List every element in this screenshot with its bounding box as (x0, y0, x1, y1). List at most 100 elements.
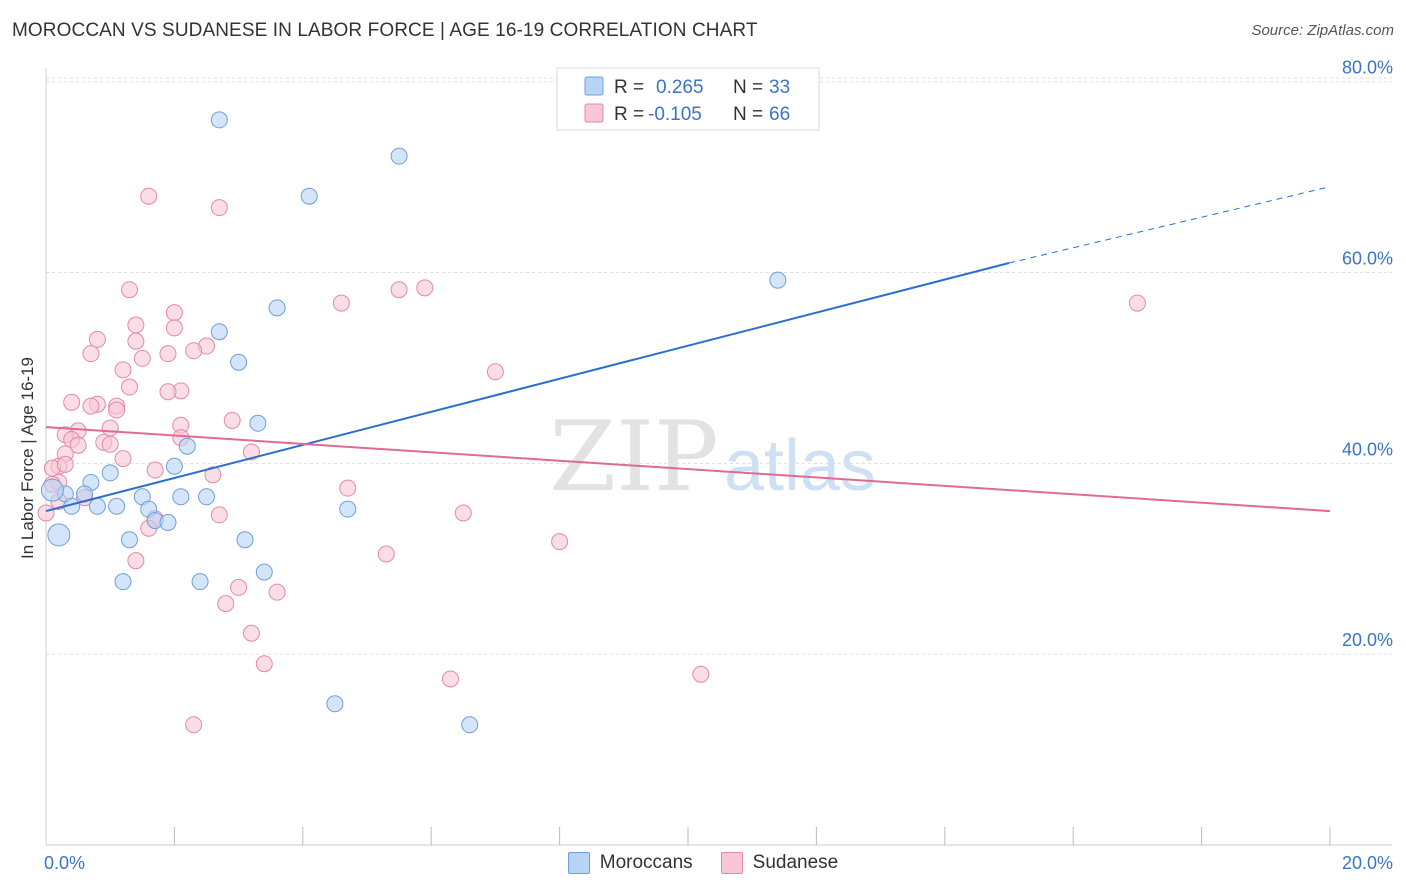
sudanese-point (255, 655, 273, 673)
legend-item-sudanese: Sudanese (720, 852, 839, 874)
trend-lines (45, 186, 1331, 513)
y-tick-label: 20.0% (1342, 630, 1393, 650)
sudanese-point (204, 466, 222, 484)
sudanese-point (441, 670, 459, 688)
sudanese-point (165, 304, 183, 322)
sudanese-point (223, 411, 241, 429)
sudanese-point (242, 443, 260, 461)
sudanese-point (101, 435, 119, 453)
legend-bottom-swatch-moroccans (567, 852, 590, 874)
sudanese-point (120, 378, 138, 396)
moroccans-point (326, 695, 344, 713)
legend-r-value-2: -0.105 (648, 104, 702, 125)
y-tick-label: 60.0% (1342, 249, 1393, 269)
watermark-atlas: atlas (724, 426, 876, 506)
moroccans-point (255, 563, 273, 581)
grid-lines (46, 77, 1392, 655)
moroccans-point (40, 478, 64, 502)
sudanese-point (127, 552, 145, 570)
moroccans-trend-projection (1008, 186, 1331, 264)
sudanese-point (82, 397, 100, 415)
sudanese-point (114, 361, 132, 379)
axes (45, 68, 1392, 846)
moroccans-point (198, 488, 215, 506)
moroccans-point (47, 523, 71, 547)
moroccans-point (159, 514, 177, 532)
sudanese-point (217, 595, 235, 613)
sudanese-trend-line (45, 426, 1331, 513)
sudanese-point (140, 187, 158, 205)
tick-labels: 20.0% 40.0% 60.0% 80.0% 0.0% 20.0% (44, 58, 1393, 873)
sudanese-point (88, 330, 106, 348)
legend-n-label-1: N = (733, 77, 763, 98)
sudanese-point (146, 461, 164, 479)
legend-top: R = 0.265 N = 33 R = -0.105 N = 66 (556, 67, 820, 131)
moroccans-point (114, 573, 132, 591)
moroccans-point (191, 573, 209, 591)
legend-r-value-1: 0.265 (656, 77, 704, 98)
moroccans-point (769, 271, 787, 289)
sudanese-point (416, 279, 434, 297)
legend-item-moroccans: Moroccans (567, 852, 693, 874)
y-tick-label: 80.0% (1342, 58, 1393, 78)
y-axis-label: In Labor Force | Age 16-19 (18, 357, 37, 559)
source-credit: Source: ZipAtlas.com (1251, 22, 1394, 39)
sudanese-point (120, 281, 138, 299)
sudanese-points (37, 187, 1146, 734)
moroccans-point (108, 497, 126, 515)
moroccans-point (461, 716, 479, 734)
sudanese-point (108, 401, 126, 419)
moroccans-point (101, 464, 119, 482)
moroccans-point (88, 497, 106, 515)
sudanese-point (377, 545, 395, 563)
legend-label-sudanese: Sudanese (752, 852, 839, 873)
sudanese-point (127, 332, 145, 350)
sudanese-point (454, 504, 472, 522)
sudanese-point (37, 504, 55, 522)
moroccans-point (236, 531, 254, 549)
moroccans-point (249, 414, 267, 432)
sudanese-point (210, 199, 228, 217)
moroccans-point (210, 323, 228, 341)
chart-title: MOROCCAN VS SUDANESE IN LABOR FORCE | AG… (12, 20, 758, 41)
sudanese-point (133, 349, 151, 367)
legend-swatch-moroccans (584, 76, 604, 96)
moroccans-point (165, 457, 183, 475)
x-tick-label-start: 0.0% (44, 853, 85, 873)
moroccans-point (300, 187, 318, 205)
moroccans-trend-line (45, 262, 1010, 513)
sudanese-point (101, 419, 119, 437)
moroccans-point (210, 111, 228, 129)
sudanese-point (692, 665, 710, 683)
legend-swatch-sudanese (584, 103, 604, 123)
sudanese-point (159, 345, 177, 363)
sudanese-point (332, 294, 350, 312)
sudanese-point (1128, 294, 1146, 312)
sudanese-point (69, 436, 87, 454)
sudanese-point (210, 506, 228, 524)
sudanese-point (185, 342, 203, 360)
moroccans-point (230, 353, 248, 371)
sudanese-point (56, 455, 74, 473)
watermark-zip: ZIP (549, 401, 718, 513)
sudanese-point (165, 319, 183, 337)
legend-n-value-1: 33 (769, 77, 790, 98)
y-tick-label: 40.0% (1342, 439, 1393, 459)
legend-label-moroccans: Moroccans (599, 852, 693, 873)
moroccans-point (339, 500, 357, 518)
moroccans-points (40, 111, 787, 734)
sudanese-point (82, 345, 100, 363)
legend-bottom: Moroccans Sudanese (0, 852, 1406, 874)
sudanese-point (486, 363, 504, 381)
legend-r-label-2: R = (614, 104, 644, 125)
sudanese-point (551, 533, 569, 551)
sudanese-point (185, 716, 203, 734)
sudanese-point (127, 316, 145, 334)
legend-r-label-1: R = (614, 77, 644, 98)
x-tick-label-end: 20.0% (1342, 853, 1393, 873)
sudanese-point (230, 578, 248, 596)
sudanese-point (339, 479, 357, 497)
sudanese-point (390, 281, 408, 299)
moroccans-point (178, 437, 196, 455)
